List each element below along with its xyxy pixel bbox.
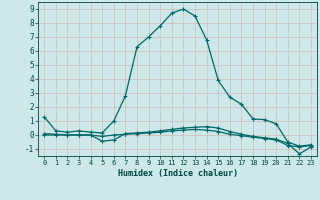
X-axis label: Humidex (Indice chaleur): Humidex (Indice chaleur) xyxy=(118,169,238,178)
